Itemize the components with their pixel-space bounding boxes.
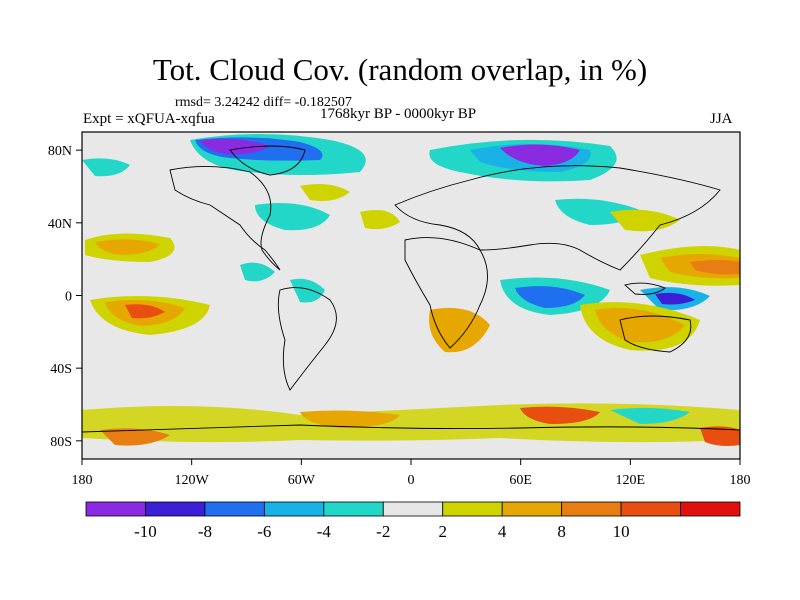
longitude-axis: 180 120W 60W 0 60E 120E 180 [72, 459, 751, 488]
colorbar-label: -10 [134, 522, 157, 541]
map-title: Tot. Cloud Cov. (random overlap, in %) [152, 52, 648, 87]
colorbar-swatch [442, 501, 503, 517]
colorbar-swatch [501, 501, 563, 517]
experiment-label: Expt = xQFUA-xqfua [83, 111, 215, 127]
colorbar-swatch [145, 501, 206, 517]
lon-tick-label: 180 [72, 473, 93, 488]
lat-tick-label: 0 [65, 290, 72, 305]
colorbar-swatch [204, 501, 265, 517]
colorbar-swatch [263, 501, 325, 517]
colorbar-label: -2 [376, 522, 390, 541]
lon-tick-label: 180 [730, 473, 751, 488]
map-panel [81, 131, 741, 460]
lon-tick-label: 120E [616, 473, 646, 488]
colorbar-swatch [382, 501, 444, 517]
colorbar-swatch [85, 501, 146, 517]
period-label: 1768kyr BP - 0000kyr BP [320, 106, 477, 122]
lat-tick-label: 80S [50, 435, 72, 450]
colorbar: -10 -8 -6 -4 -2 2 4 8 10 [85, 501, 741, 541]
lat-tick-label: 40S [50, 362, 72, 377]
stats-text: rmsd= 3.24242 diff= -0.182507 [175, 95, 352, 110]
lat-tick-label: 40N [48, 217, 72, 232]
colorbar-swatch [620, 501, 681, 517]
latitude-axis: 80N 40N 0 40S 80S [48, 144, 82, 450]
colorbar-label: -4 [317, 522, 332, 541]
colorbar-label: 4 [498, 522, 507, 541]
colorbar-label: -8 [198, 522, 212, 541]
colorbar-label: 2 [438, 522, 447, 541]
lon-tick-label: 60E [509, 473, 532, 488]
cloud-anomaly-field [82, 134, 740, 446]
colorbar-swatch [323, 501, 384, 517]
lon-tick-label: 0 [408, 473, 415, 488]
colorbar-label: -6 [257, 522, 271, 541]
coastlines [82, 145, 740, 433]
colorbar-swatch [680, 501, 741, 517]
lon-tick-label: 60W [288, 473, 316, 488]
season-label: JJA [710, 111, 733, 127]
colorbar-label: 10 [613, 522, 630, 541]
colorbar-label: 8 [557, 522, 566, 541]
colorbar-swatch [561, 501, 622, 517]
lon-tick-label: 120W [175, 473, 210, 488]
lat-tick-label: 80N [48, 144, 72, 159]
